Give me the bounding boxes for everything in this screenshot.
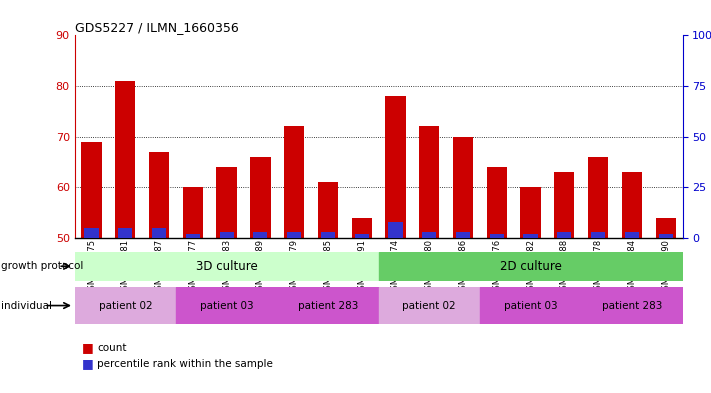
- Bar: [486, 167, 507, 238]
- Bar: [490, 234, 504, 238]
- Bar: [480, 287, 581, 324]
- Bar: [284, 127, 304, 238]
- Text: ■: ■: [82, 357, 94, 370]
- Text: count: count: [97, 343, 127, 353]
- Text: patient 03: patient 03: [200, 301, 253, 310]
- Text: ■: ■: [82, 341, 94, 354]
- Bar: [287, 232, 301, 238]
- Bar: [81, 141, 102, 238]
- Text: patient 283: patient 283: [298, 301, 358, 310]
- Bar: [378, 287, 480, 324]
- Bar: [75, 252, 378, 281]
- Text: individual: individual: [1, 301, 52, 310]
- Bar: [456, 232, 470, 238]
- Bar: [85, 228, 99, 238]
- Bar: [422, 232, 437, 238]
- Bar: [588, 157, 608, 238]
- Bar: [557, 232, 572, 238]
- Text: 2D culture: 2D culture: [500, 260, 562, 273]
- Bar: [186, 234, 200, 238]
- Bar: [176, 287, 277, 324]
- Bar: [355, 234, 369, 238]
- Bar: [658, 234, 673, 238]
- Bar: [453, 136, 473, 238]
- Bar: [419, 127, 439, 238]
- Bar: [253, 232, 267, 238]
- Bar: [321, 232, 335, 238]
- Bar: [520, 187, 540, 238]
- Text: growth protocol: growth protocol: [1, 261, 83, 271]
- Bar: [277, 287, 378, 324]
- Bar: [216, 167, 237, 238]
- Bar: [554, 172, 574, 238]
- Bar: [625, 232, 639, 238]
- Bar: [351, 217, 372, 238]
- Bar: [75, 287, 176, 324]
- Bar: [656, 217, 675, 238]
- Bar: [388, 222, 402, 238]
- Text: patient 02: patient 02: [99, 301, 152, 310]
- Bar: [149, 152, 169, 238]
- Text: patient 03: patient 03: [504, 301, 557, 310]
- Bar: [591, 232, 605, 238]
- Bar: [220, 232, 234, 238]
- Text: 3D culture: 3D culture: [196, 260, 257, 273]
- Bar: [523, 234, 538, 238]
- Bar: [250, 157, 270, 238]
- Bar: [581, 287, 683, 324]
- Bar: [385, 96, 405, 238]
- Text: patient 283: patient 283: [602, 301, 662, 310]
- Bar: [115, 81, 135, 238]
- Text: percentile rank within the sample: percentile rank within the sample: [97, 358, 273, 369]
- Text: patient 02: patient 02: [402, 301, 456, 310]
- Bar: [621, 172, 642, 238]
- Bar: [118, 228, 132, 238]
- Bar: [183, 187, 203, 238]
- Bar: [378, 252, 683, 281]
- Bar: [152, 228, 166, 238]
- Text: GDS5227 / ILMN_1660356: GDS5227 / ILMN_1660356: [75, 21, 238, 34]
- Bar: [318, 182, 338, 238]
